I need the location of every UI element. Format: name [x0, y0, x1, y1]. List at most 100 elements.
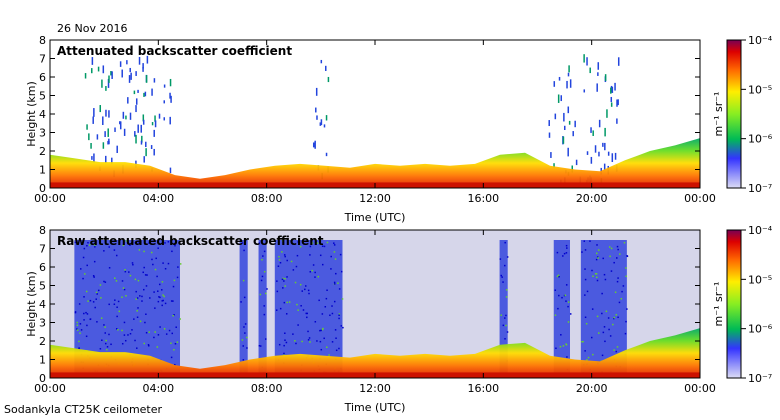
- noise-speck: [567, 301, 570, 303]
- noise-speck: [89, 299, 92, 302]
- cloud-speck: [169, 92, 171, 99]
- noise-speck: [145, 331, 148, 334]
- top-colorbar-ticks: 10⁻⁷ 10⁻⁶ 10⁻⁵ 10⁻⁴: [741, 34, 773, 195]
- noise-speck: [148, 345, 150, 347]
- cloud-speck: [560, 95, 563, 102]
- cloud-speck: [616, 99, 618, 107]
- noise-speck: [295, 265, 298, 268]
- noise-speck: [258, 242, 261, 244]
- cloud-speck: [597, 72, 599, 76]
- noise-speck: [607, 317, 610, 319]
- noise-speck: [320, 348, 323, 351]
- cloud-speck: [315, 107, 317, 113]
- noise-speck: [279, 307, 282, 310]
- noise-speck: [153, 336, 155, 339]
- noise-speck: [558, 294, 560, 297]
- noise-speck: [585, 322, 588, 325]
- noise-speck: [334, 258, 337, 260]
- cloud-speck: [604, 74, 607, 81]
- cloud-speck: [163, 100, 165, 104]
- noise-speck: [121, 329, 123, 332]
- cloud-speck: [169, 116, 171, 125]
- cloud-speck: [567, 147, 569, 157]
- noise-speck: [319, 329, 321, 332]
- noise-speck: [308, 292, 310, 295]
- noise-speck: [322, 327, 324, 330]
- noise-speck: [506, 256, 509, 258]
- cloud-speck: [617, 57, 620, 66]
- cloud-speck: [592, 130, 594, 136]
- cloud-speck: [325, 65, 327, 71]
- cloud-speck: [150, 145, 153, 149]
- cloud-speck: [145, 75, 148, 83]
- bottom-x-axis-label: Time (UTC): [344, 401, 406, 414]
- noise-speck: [295, 342, 297, 345]
- top-colorbar-label: m⁻¹ sr⁻¹: [712, 92, 725, 137]
- y-tick-label: 4: [39, 298, 46, 311]
- noise-speck: [325, 297, 328, 300]
- noise-speck: [319, 254, 322, 257]
- noise-speck: [594, 273, 597, 275]
- cloud-speck: [158, 113, 161, 119]
- noise-speck: [162, 294, 164, 296]
- noise-speck: [173, 279, 176, 282]
- noise-speck: [138, 249, 141, 251]
- cloud-speck: [102, 65, 105, 74]
- cloud-speck: [145, 148, 147, 157]
- noise-speck: [263, 250, 266, 253]
- cloud-speck: [325, 115, 328, 121]
- noise-speck: [161, 289, 163, 291]
- noise-speck: [89, 318, 91, 321]
- noise-speck: [297, 309, 299, 311]
- noise-speck: [96, 293, 98, 295]
- noise-speck: [124, 269, 126, 271]
- boundary-layer-signal: [50, 328, 700, 378]
- noise-speck: [308, 337, 311, 339]
- noise-speck: [263, 270, 266, 273]
- noise-speck: [174, 342, 177, 345]
- cloud-speck: [142, 67, 144, 72]
- noise-speck: [565, 244, 568, 247]
- y-tick-label: 0: [39, 372, 46, 385]
- noise-speck: [243, 326, 245, 328]
- noise-speck: [623, 241, 626, 244]
- noise-speck: [117, 300, 120, 303]
- y-tick-label: 5: [39, 90, 46, 103]
- noise-speck: [265, 292, 267, 295]
- noise-speck: [309, 341, 311, 343]
- cloud-speck: [320, 59, 323, 64]
- cloud-speck: [604, 127, 606, 137]
- noise-speck: [259, 345, 262, 347]
- noise-speck: [331, 312, 334, 315]
- noise-speck: [309, 245, 312, 248]
- cloud-speck: [137, 124, 139, 133]
- cloud-speck: [119, 121, 122, 130]
- x-tick-label: 00:00: [684, 382, 716, 395]
- cloud-speck: [107, 140, 109, 145]
- noise-speck: [617, 316, 619, 319]
- bottom-colorbar-ticks: 10⁻⁷ 10⁻⁶ 10⁻⁵ 10⁻⁴: [741, 224, 773, 385]
- noise-speck: [285, 313, 288, 315]
- cloud-speck: [129, 112, 132, 120]
- noise-speck: [143, 250, 145, 253]
- noise-speck: [586, 290, 589, 293]
- cloud-speck: [137, 89, 139, 93]
- noise-speck: [157, 334, 160, 336]
- cloud-speck: [145, 141, 147, 148]
- cloud-speck: [134, 131, 136, 137]
- noise-speck: [504, 317, 506, 319]
- noise-speck: [602, 257, 604, 260]
- top-axes: 00:00 04:00 08:00 12:00 16:00 20:00 00:0001234…: [34, 34, 716, 205]
- noise-speck: [76, 324, 79, 327]
- noise-speck: [141, 295, 143, 298]
- noise-speck: [326, 241, 329, 244]
- noise-speck: [84, 273, 86, 275]
- noise-speck: [305, 312, 308, 315]
- noise-speck: [601, 292, 603, 295]
- noise-speck: [565, 300, 567, 302]
- noise-speck: [314, 271, 316, 274]
- noise-speck: [76, 321, 78, 324]
- noise-speck: [499, 258, 502, 260]
- noise-speck: [136, 316, 139, 319]
- noise-speck: [292, 269, 295, 271]
